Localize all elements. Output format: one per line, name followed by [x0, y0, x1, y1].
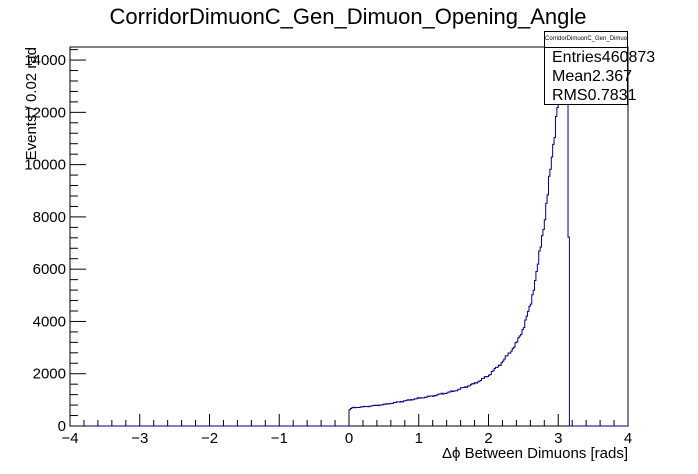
stats-box: CorridorDimuonC_Gen_Dimuon_Opening_Angle… [544, 31, 655, 105]
histogram-layer [70, 47, 628, 427]
x-tick-label: −3 [131, 430, 148, 447]
x-axis: −4 −3 −2 −1 0 1 2 3 4 [61, 414, 632, 447]
stats-row-mean: Mean 2.367 [545, 67, 632, 86]
x-tick-label: 2 [484, 430, 492, 447]
stats-row-rms: RMS 0.7831 [545, 86, 637, 105]
y-tick-label: 12000 [24, 104, 66, 121]
stats-box-title: CorridorDimuonC_Gen_Dimuon_Opening_Angle [545, 32, 627, 48]
x-tick-label: −2 [201, 430, 218, 447]
x-tick-label: −1 [271, 430, 288, 447]
y-tick-label: 8000 [33, 209, 66, 226]
histogram-line [70, 47, 628, 427]
stats-label: RMS [552, 87, 588, 104]
y-axis: 0 2000 4000 6000 8000 10000 12000 14000 [24, 49, 86, 435]
stats-value: 460873 [601, 49, 656, 66]
x-tick-label: −4 [61, 430, 78, 447]
x-tick-label: 1 [415, 430, 423, 447]
x-tick-label: 0 [345, 430, 353, 447]
x-tick-label: 3 [554, 430, 562, 447]
x-axis-title: Δϕ Between Dimuons [rads] [442, 445, 628, 462]
stats-row-entries: Entries 460873 [545, 48, 655, 67]
stats-value: 0.7831 [587, 87, 637, 104]
y-tick-label: 4000 [33, 313, 66, 330]
y-axis-title: Events / 0.02 rad [23, 47, 40, 160]
chart-title: CorridorDimuonC_Gen_Dimuon_Opening_Angle [110, 4, 587, 29]
y-tick-label: 10000 [24, 157, 66, 174]
stats-label: Entries [552, 49, 602, 66]
y-tick-label: 2000 [33, 366, 66, 383]
y-tick-label: 6000 [33, 261, 66, 278]
stats-value: 2.367 [592, 68, 633, 85]
stats-label: Mean [552, 68, 593, 85]
y-tick-label: 0 [58, 418, 66, 435]
x-tick-label: 4 [624, 430, 632, 447]
y-tick-label: 14000 [24, 52, 66, 69]
